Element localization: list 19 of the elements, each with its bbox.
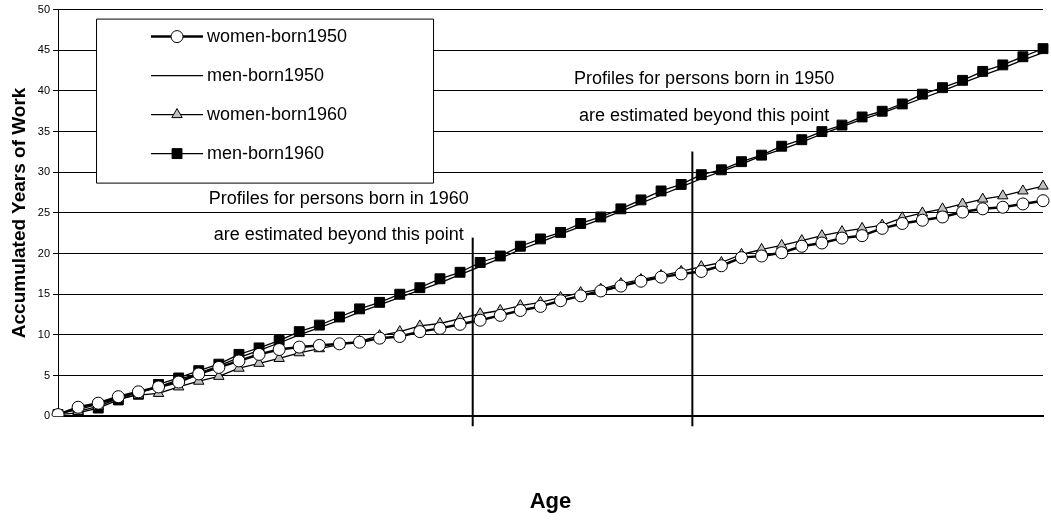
y-tick-label: 45 — [37, 43, 51, 56]
y-tick-label: 10 — [37, 327, 51, 340]
y-tick-label: 5 — [43, 368, 51, 381]
y-tick-label: 0 — [43, 409, 51, 422]
legend-label: men-born1960 — [207, 142, 325, 163]
annotation: Profiles for persons born in 1960 are estimated beyond this point — [208, 187, 469, 244]
x-axis-title: Age — [529, 487, 572, 513]
y-axis-title: Accumulated Years of Work — [7, 87, 29, 339]
y-tick-label: 40 — [37, 83, 51, 96]
y-tick-label: 15 — [37, 287, 51, 300]
annotation: Profiles for persons born in 1950 are estimated beyond this point — [574, 67, 835, 125]
legend-label: women-born1950 — [206, 25, 348, 46]
legend-label: women-born1960 — [206, 103, 348, 124]
y-tick-label: 20 — [37, 246, 51, 259]
y-tick-label: 50 — [37, 2, 51, 15]
legend-label: men-born1950 — [207, 64, 325, 85]
y-tick-label: 25 — [37, 205, 51, 218]
y-tick-label: 30 — [37, 165, 51, 178]
y-tick-label: 35 — [37, 124, 51, 137]
